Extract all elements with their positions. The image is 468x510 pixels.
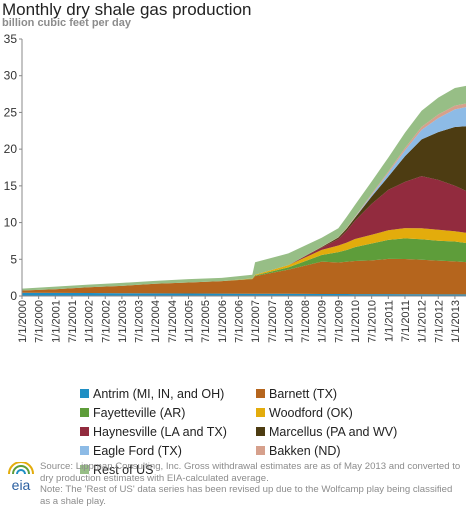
x-tick-label: 7/1/2011	[400, 300, 412, 342]
legend-row: Antrim (MI, IN, and OH) Barnett (TX)	[80, 384, 460, 403]
x-tick-label: 7/1/2010	[367, 300, 379, 343]
x-tick-label: 7/1/2004	[167, 300, 179, 343]
chart-area: 0 5 10 15 20 25 30 35 1/1/2000 7/1/2000 1/1/2001 7/…	[4, 32, 466, 343]
legend-item-barnett: Barnett (TX)	[256, 384, 337, 403]
legend-swatch-fayetteville	[80, 408, 89, 417]
x-tick-label: 1/1/2003	[117, 300, 129, 343]
x-tick-label: 7/1/2009	[333, 300, 345, 343]
chart-title: Monthly dry shale gas production	[2, 0, 252, 19]
legend-item-fayetteville: Fayetteville (AR)	[80, 403, 185, 422]
legend-label-marcellus: Marcellus (PA and WV)	[269, 424, 398, 439]
legend-item-woodford: Woodford (OK)	[256, 403, 353, 422]
legend-swatch-haynesville	[80, 427, 89, 436]
series-area-haynesville-la-and-tx	[22, 176, 466, 291]
legend-swatch-marcellus	[256, 427, 265, 436]
legend-label-rest-of-us: Rest of US	[93, 462, 154, 477]
legend-item-eagle-ford: Eagle Ford (TX)	[80, 441, 182, 460]
x-tick-label: 1/1/2002	[84, 300, 96, 343]
legend-item-antrim: Antrim (MI, IN, and OH)	[80, 384, 224, 403]
x-tick-label: 1/1/2000	[17, 300, 29, 343]
y-tick-label: 0	[10, 289, 17, 303]
legend-item-bakken: Bakken (ND)	[256, 441, 341, 460]
legend-swatch-rest-of-us	[80, 465, 89, 474]
legend-label-barnett: Barnett (TX)	[269, 386, 338, 401]
x-tick-label: 1/1/2008	[283, 300, 295, 343]
legend-swatch-woodford	[256, 408, 265, 417]
legend-row: Eagle Ford (TX) Bakken (ND)	[80, 441, 460, 460]
legend-item-haynesville: Haynesville (LA and TX)	[80, 422, 227, 441]
x-tick-label: 1/1/2012	[417, 300, 429, 343]
chart-subtitle: billion cubic feet per day	[2, 17, 131, 29]
legend-swatch-antrim	[80, 389, 89, 398]
y-tick-label: 35	[4, 32, 18, 46]
y-tick-label: 10	[4, 216, 18, 230]
y-tick-label: 30	[4, 69, 18, 83]
x-tick-label: 7/1/2006	[233, 300, 245, 343]
y-tick-label: 15	[4, 179, 18, 193]
x-tick-label: 7/1/2003	[134, 300, 146, 343]
legend-row: Rest of US	[80, 460, 460, 479]
x-tick-label: 7/1/2008	[300, 300, 312, 343]
series-area-antrim-mi-in-and-oh	[22, 292, 466, 296]
legend-item-marcellus: Marcellus (PA and WV)	[256, 422, 397, 441]
series-area-woodford-ok	[22, 228, 466, 291]
x-tick-label: 1/1/2010	[350, 300, 362, 343]
x-tick-label: 1/1/2004	[150, 300, 162, 343]
legend-label-bakken: Bakken (ND)	[269, 443, 341, 458]
legend-label-haynesville: Haynesville (LA and TX)	[93, 424, 227, 439]
series-area-barnett-tx	[22, 258, 466, 295]
eia-logo-text: eia	[12, 477, 31, 493]
x-tick-label: 1/1/2009	[317, 300, 329, 343]
legend-label-antrim: Antrim (MI, IN, and OH)	[93, 386, 225, 401]
x-tick-label: 7/1/2000	[34, 300, 46, 343]
series-areas	[22, 85, 466, 296]
source-text: Source: Lippman Consulting, Inc. Gross w…	[40, 461, 461, 484]
eia-logo-icon: eia	[8, 462, 34, 493]
y-tick-label: 25	[4, 105, 18, 119]
x-tick-label: 7/1/2002	[100, 300, 112, 343]
x-tick-label: 1/1/2005	[184, 300, 196, 343]
legend-row: Fayetteville (AR) Woodford (OK)	[80, 403, 460, 422]
x-tick-label: 1/1/2007	[250, 300, 262, 343]
series-area-fayetteville-ar	[22, 238, 466, 291]
legend-swatch-eagle-ford	[80, 446, 89, 455]
legend-swatch-barnett	[256, 389, 265, 398]
x-tick-label: 1/1/2011	[383, 300, 395, 342]
x-tick-label: 7/1/2007	[267, 300, 279, 343]
x-tick-label: 1/1/2001	[50, 300, 62, 343]
x-tick-label: 1/1/2013	[450, 300, 462, 343]
source-note: Source: Lippman Consulting, Inc. Gross w…	[40, 461, 465, 507]
legend-row: Haynesville (LA and TX) Marcellus (PA an…	[80, 422, 460, 441]
note-text: Note: The 'Rest of US' data series has b…	[40, 484, 453, 507]
legend-item-rest-of-us: Rest of US	[80, 460, 153, 479]
legend-label-eagle-ford: Eagle Ford (TX)	[93, 443, 182, 458]
x-tick-label: 7/1/2005	[200, 300, 212, 343]
y-tick-label: 5	[10, 252, 17, 266]
axes: 0 5 10 15 20 25 30 35 1/1/2000 7/1/2000 1/1/2001 7/…	[4, 32, 466, 343]
legend-swatch-bakken	[256, 446, 265, 455]
x-tick-label: 7/1/2001	[67, 300, 79, 343]
series-area-marcellus-pa-and-wv	[22, 126, 466, 291]
legend-label-woodford: Woodford (OK)	[269, 405, 353, 420]
y-tick-label: 20	[4, 142, 18, 156]
legend: Antrim (MI, IN, and OH) Barnett (TX) Fay…	[80, 384, 460, 479]
legend-label-fayetteville: Fayetteville (AR)	[93, 405, 186, 420]
x-tick-label: 7/1/2012	[433, 300, 445, 343]
x-tick-label: 1/1/2006	[217, 300, 229, 343]
